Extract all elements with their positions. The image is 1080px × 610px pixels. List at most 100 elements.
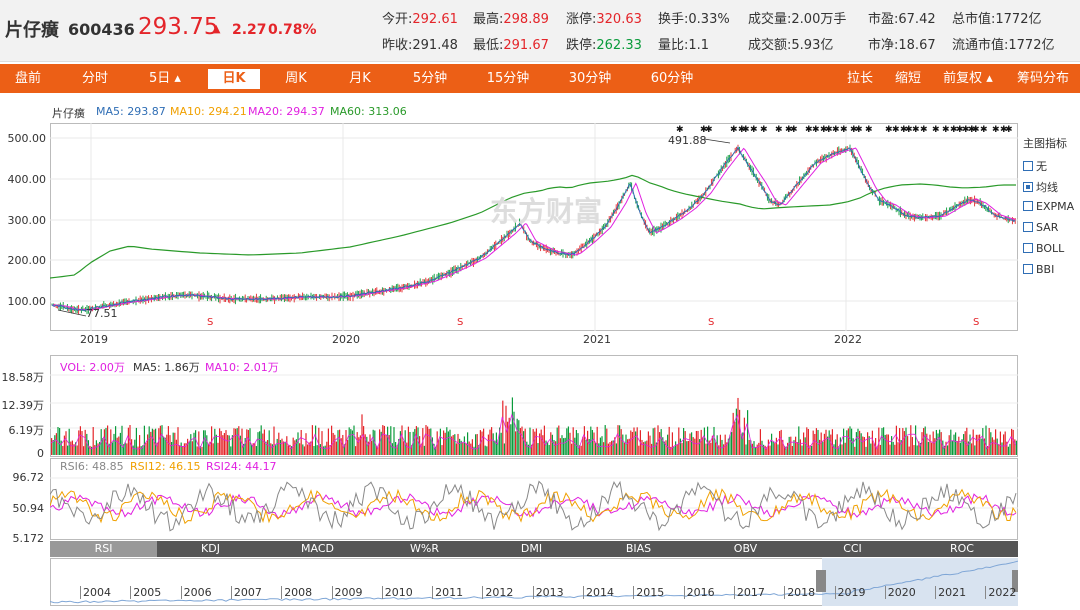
navigator-year: 2020 [884, 586, 916, 599]
navigator-year: 2006 [180, 586, 212, 599]
ma60-legend: MA60: 313.06 [330, 105, 407, 118]
price-tick: 300.00 [7, 214, 47, 227]
svg-text:✱: ✱ [865, 125, 873, 135]
tab-60min[interactable]: 60分钟 [650, 71, 694, 86]
navigator-year: 2010 [381, 586, 413, 599]
ma20-legend: MA20: 294.37 [248, 105, 325, 118]
price-tick: 100.00 [7, 295, 47, 308]
rsi24-legend: RSI24: 44.17 [206, 460, 277, 473]
navigator-year: 2017 [733, 586, 765, 599]
svg-text:✱: ✱ [760, 125, 768, 135]
adjust-dropdown[interactable]: 前复权 ▴ [943, 71, 993, 86]
stat-float-cap: 流通市值:1772亿 [952, 38, 1055, 53]
stat-prev-close: 昨收:291.48 [382, 38, 458, 53]
svg-text:S: S [207, 317, 213, 328]
tab-15min[interactable]: 15分钟 [486, 71, 530, 86]
kline-chart-frame[interactable] [50, 123, 1018, 331]
year-label: 2019 [80, 333, 108, 346]
svg-text:✱: ✱ [738, 125, 746, 135]
year-label: 2022 [834, 333, 862, 346]
vol-tick: 0 [37, 447, 44, 460]
tab-30min[interactable]: 30分钟 [568, 71, 612, 86]
indicator-ma[interactable]: 均线 [1023, 179, 1058, 195]
navigator-year: 2019 [834, 586, 866, 599]
indicator-expma[interactable]: EXPMA [1023, 200, 1074, 213]
stretch-button[interactable]: 拉长 [846, 71, 873, 86]
ma60-line [50, 174, 1016, 279]
navigator-year: 2014 [583, 586, 614, 599]
tab-intraday[interactable]: 分时 [81, 71, 108, 86]
svg-text:S: S [457, 317, 463, 328]
range-handle-left [816, 570, 826, 592]
rsi-tick: 50.94 [12, 502, 45, 515]
ma10-legend: MA10: 294.21 [170, 105, 247, 118]
svg-text:✱: ✱ [972, 125, 980, 135]
navigator-year: 2018 [784, 586, 815, 599]
svg-text:✱: ✱ [855, 125, 863, 135]
tab-wr[interactable]: W%R [410, 542, 439, 555]
svg-text:✱: ✱ [825, 125, 833, 135]
price-change-pct: 0.78% [268, 22, 317, 38]
tab-daily-k[interactable]: 日K [208, 69, 260, 89]
svg-text:✱: ✱ [950, 125, 958, 135]
tab-5min[interactable]: 5分钟 [412, 71, 448, 86]
svg-text:✱: ✱ [968, 125, 976, 135]
tab-weekly-k[interactable]: 周K [285, 71, 307, 86]
stat-high: 最高:298.89 [473, 12, 549, 27]
stat-open: 今开:292.61 [382, 12, 458, 27]
range-handle-right [1012, 570, 1018, 592]
rsi-lines [50, 477, 1018, 532]
indicator-bbi[interactable]: BBI [1023, 263, 1054, 276]
svg-text:✱: ✱ [785, 125, 793, 135]
vol-ma5-legend: MA5: 1.86万 [133, 361, 200, 374]
tab-premarket[interactable]: 盘前 [14, 71, 41, 86]
stat-limit-down: 跌停:262.33 [566, 38, 642, 53]
svg-text:✱: ✱ [775, 125, 783, 135]
indicator-sar[interactable]: SAR [1023, 221, 1058, 234]
price-tick: 400.00 [7, 173, 47, 186]
chip-distribution-button[interactable]: 筹码分布 [1016, 71, 1069, 86]
navigator-year: 2009 [331, 586, 363, 599]
svg-text:✱: ✱ [676, 125, 684, 135]
svg-text:✱: ✱ [700, 125, 708, 135]
tab-roc[interactable]: ROC [950, 542, 974, 555]
stat-turnover: 换手:0.33% [658, 12, 730, 27]
up-arrow-icon: ▲ [212, 22, 221, 35]
rsi-tick: 96.72 [12, 471, 45, 484]
indicator-none[interactable]: 无 [1023, 158, 1047, 174]
navigator-year: 2012 [482, 586, 513, 599]
tab-cci[interactable]: CCI [843, 542, 862, 555]
tab-dmi[interactable]: DMI [520, 542, 543, 555]
tab-obv[interactable]: OBV [733, 542, 758, 555]
navigator-year: 2021 [935, 586, 966, 599]
svg-text:✱: ✱ [900, 125, 908, 135]
volume-bars [50, 374, 1018, 455]
tab-rsi[interactable]: RSI [50, 541, 157, 557]
shrink-button[interactable]: 缩短 [894, 71, 921, 86]
svg-text:✱: ✱ [885, 125, 893, 135]
svg-text:✱: ✱ [832, 125, 840, 135]
ma5-line [51, 145, 1016, 312]
svg-text:✱: ✱ [805, 125, 813, 135]
vol-ma10-legend: MA10: 2.01万 [205, 361, 279, 374]
stock-code: 600436 [68, 20, 135, 39]
tab-macd[interactable]: MACD [301, 542, 334, 555]
navigator-year: 2011 [432, 586, 463, 599]
stat-pb: 市净:18.67 [868, 38, 936, 53]
current-price: 293.75 [138, 14, 219, 40]
tab-bias[interactable]: BIAS [625, 542, 652, 555]
tab-5day[interactable]: 5日 ▴ [149, 71, 181, 86]
vol-tick: 6.19万 [8, 424, 45, 437]
svg-text:✱: ✱ [812, 125, 820, 135]
tab-monthly-k[interactable]: 月K [349, 71, 371, 86]
vol-tick: 18.58万 [1, 371, 45, 384]
svg-text:✱: ✱ [840, 125, 848, 135]
tab-kdj[interactable]: KDJ [201, 542, 220, 555]
stock-name: 片仔癀 [5, 20, 59, 41]
svg-text:✱: ✱ [920, 125, 928, 135]
volume-chart-frame [50, 355, 1018, 457]
indicator-boll[interactable]: BOLL [1023, 242, 1064, 255]
indicator-tabs: RSI KDJ MACD W%R DMI BIAS OBV CCI ROC [50, 541, 1018, 557]
rsi-chart-frame [50, 458, 1018, 540]
